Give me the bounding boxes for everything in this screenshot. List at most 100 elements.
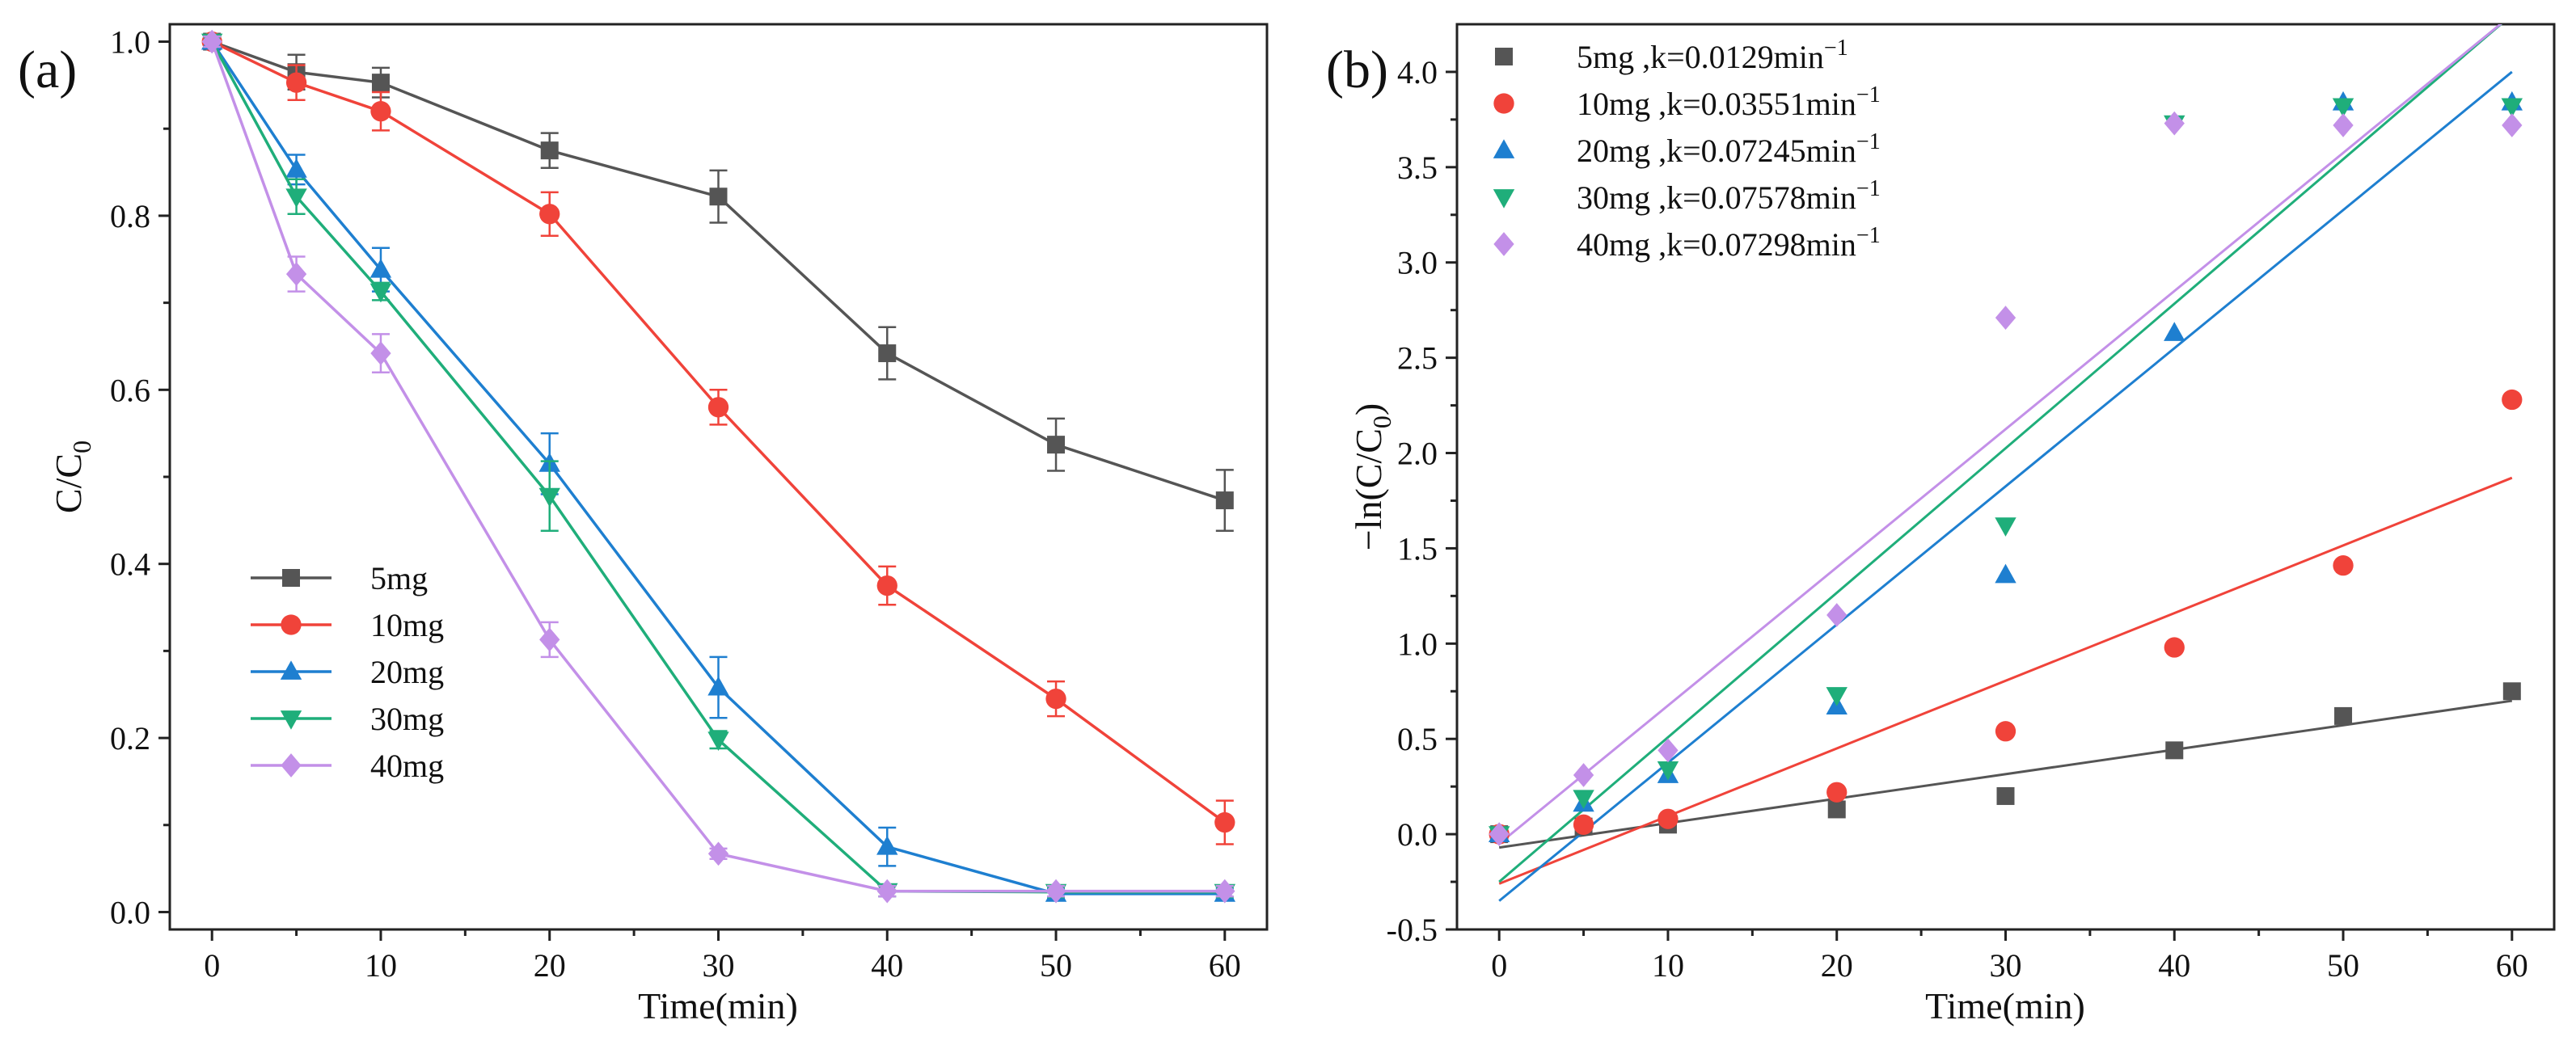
data-point (370, 101, 391, 122)
data-point (539, 204, 560, 225)
legend-label: 5mg ,k=0.0129min−1 (1577, 36, 1848, 75)
legend-label: 40mg (370, 748, 444, 784)
legend-marker (280, 660, 302, 680)
axis-ticks-b: 0 10 20 30 40 50 60 -0.5 0.0 0.5 1.0 1.5 2.0 2.5 3.0 3.… (1387, 54, 2528, 984)
data-point (285, 158, 307, 178)
fit-line (1498, 476, 2513, 885)
data-point (1573, 814, 1594, 835)
data-point (1995, 721, 2016, 742)
data-point (707, 397, 729, 418)
fit-line (1498, 24, 2503, 883)
data-point (1489, 822, 1510, 846)
legend-label: 30mg (370, 701, 444, 737)
legend-marker (280, 710, 302, 730)
data-point (2164, 111, 2185, 136)
legend-superscript: −1 (1856, 129, 1881, 154)
data-point (1826, 687, 1848, 706)
data-point (707, 841, 729, 866)
series-group-a (201, 29, 1236, 904)
legend-superscript: −1 (1856, 223, 1881, 248)
y-tick-label: 0.0 (1397, 816, 1438, 853)
data-point (370, 341, 391, 365)
series-line (210, 40, 1225, 893)
y-tick-label: 2.0 (1397, 436, 1438, 472)
data-point (1658, 808, 1679, 829)
legend-superscript: −1 (1856, 82, 1881, 107)
series-line (211, 40, 1226, 502)
chart-panel-b: (b) 0 10 20 30 40 50 60 -0.5 0.0 0.5 1.0 1.5 2.0 2.5 3… (1326, 23, 2556, 1026)
data-point (2502, 682, 2521, 701)
legend-marker (281, 753, 302, 778)
data-point (878, 344, 897, 363)
x-tick-label: 50 (2327, 947, 2359, 984)
panel-label-a: (a) (18, 40, 77, 99)
x-tick-label: 0 (1491, 947, 1507, 984)
legend-marker (1493, 139, 1515, 158)
series-group-b (1488, 91, 2523, 846)
data-point (1214, 879, 1235, 904)
series-line (211, 40, 1226, 824)
data-point (2502, 389, 2523, 411)
data-point (285, 188, 307, 208)
data-point (1826, 603, 1848, 627)
data-point (285, 72, 307, 93)
plot-frame-a (168, 23, 1269, 931)
data-point (1827, 800, 1846, 819)
y-tick-label: 1.5 (1397, 530, 1438, 567)
panel-label-b: (b) (1326, 40, 1388, 99)
data-point (1658, 738, 1679, 763)
data-point (1995, 306, 2016, 330)
x-tick-label: 20 (1821, 947, 1853, 984)
data-point (2502, 113, 2523, 137)
data-point (370, 258, 392, 278)
legend-label: 20mg (370, 654, 444, 690)
data-point (876, 575, 897, 596)
legend-superscript: −1 (1824, 36, 1848, 61)
data-point (1573, 790, 1594, 810)
data-point (1047, 436, 1066, 454)
data-point (2333, 554, 2354, 576)
data-point (1045, 688, 1066, 710)
legend-marker (1493, 232, 1514, 256)
y-tick-label: 0.0 (110, 894, 150, 930)
x-tick-label: 30 (1990, 947, 2022, 984)
chart-panel-a: (a) 0 10 20 30 40 50 60 0.0 0.2 0.4 0.6 0.8 1.0 Time… (18, 23, 1269, 1026)
data-point (285, 262, 307, 286)
y-axis-title-b: −ln(C/C0) (1348, 403, 1396, 551)
data-point (2332, 98, 2354, 118)
legend-label: 10mg (370, 607, 444, 643)
x-tick-label: 60 (1209, 947, 1241, 984)
data-point (1995, 563, 2016, 584)
x-tick-label: 0 (204, 947, 220, 984)
x-tick-label: 20 (534, 947, 566, 984)
data-point (1657, 761, 1679, 781)
series-line (210, 40, 1225, 894)
x-axis-title-b: Time(min) (1925, 985, 2085, 1026)
y-tick-label: -0.5 (1387, 912, 1438, 948)
x-tick-label: 10 (1652, 947, 1684, 984)
y-tick-label: 2.5 (1397, 340, 1438, 377)
legend-label: 20mg ,k=0.07245min−1 (1577, 129, 1881, 169)
data-point (876, 879, 897, 904)
x-tick-label: 40 (2158, 947, 2190, 984)
data-point (2501, 98, 2523, 118)
x-tick-label: 50 (1040, 947, 1072, 984)
legend-label: 30mg ,k=0.07578min−1 (1577, 176, 1881, 216)
legend-label: 5mg (370, 560, 428, 596)
data-point (1215, 491, 1234, 510)
data-point (1995, 517, 2016, 537)
y-tick-label: 0.6 (110, 372, 150, 408)
data-point (1826, 782, 1848, 803)
data-point (540, 141, 559, 160)
legend-superscript: −1 (1856, 176, 1881, 201)
data-point (2164, 322, 2185, 341)
x-tick-label: 40 (871, 947, 903, 984)
legend-marker (1493, 189, 1515, 209)
y-tick-label: 0.4 (110, 546, 150, 583)
data-point (1045, 879, 1066, 904)
axis-ticks-a: 0 10 20 30 40 50 60 0.0 0.2 0.4 0.6 0.8 1.0 (110, 24, 1241, 984)
y-tick-label: 0.8 (110, 198, 150, 234)
y-tick-label: 0.5 (1397, 721, 1438, 757)
series-line (210, 40, 1225, 896)
